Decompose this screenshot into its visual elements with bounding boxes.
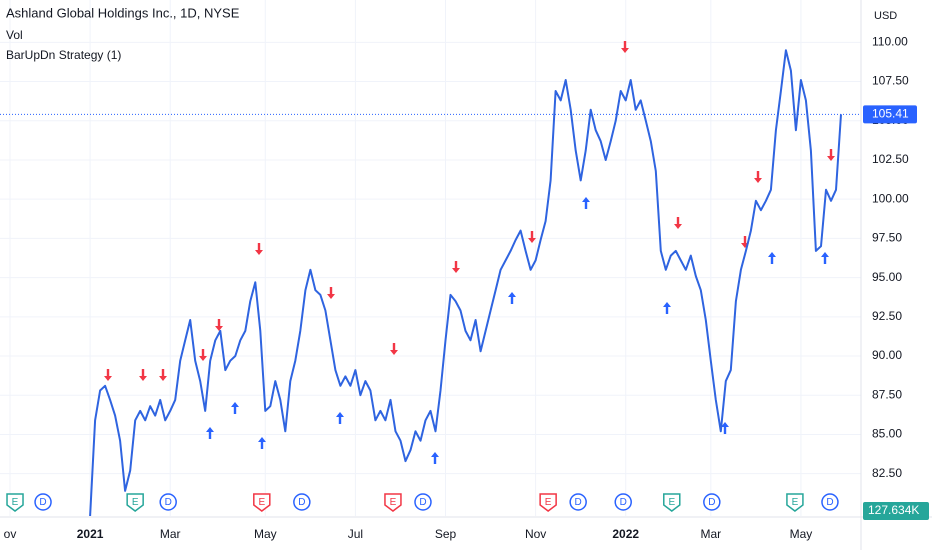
event-label: E [132,497,139,508]
event-label: E [390,497,397,508]
buy-signal [508,292,516,304]
y-tick-label: 102.50 [872,152,909,166]
event-label: D [708,497,715,508]
sell-signal [674,217,682,229]
buy-signal [431,452,439,464]
buy-signal [821,252,829,264]
sell-signal [255,243,263,255]
x-tick-label: Mar [700,527,721,541]
event-badge [126,493,144,512]
chart-title: Ashland Global Holdings Inc., 1D, NYSE [6,5,240,20]
event-badge [703,493,721,511]
price-line [89,49,842,517]
y-tick-label: 85.00 [872,427,902,441]
event-badge [614,493,632,511]
y-tick-label: 100.00 [872,191,909,205]
event-badge [159,493,177,511]
indicator-label: Vol [6,28,23,42]
event-badge [569,493,587,511]
event-label: E [258,497,265,508]
event-label: E [668,497,675,508]
event-label: E [792,497,799,508]
plot [89,49,842,517]
last-price-label: 105.41 [872,107,909,121]
buy-signal [231,402,239,414]
x-tick-label: Jul [348,527,363,541]
event-label: D [39,497,46,508]
sell-signal [159,369,167,381]
event-badge [663,493,681,512]
event-badge [539,493,557,512]
strategy-signals [104,41,835,464]
event-label: D [620,497,627,508]
event-badge [384,493,402,512]
event-label: E [545,497,552,508]
event-badge [34,493,52,511]
y-tick-label: 92.50 [872,309,902,323]
sell-signal [327,287,335,299]
event-label: D [575,497,582,508]
y-tick-label: 90.00 [872,348,902,362]
x-tick-label: 2022 [612,527,639,541]
indicator-label: BarUpDn Strategy (1) [6,48,121,62]
sell-signal [390,343,398,355]
sell-signal [528,231,536,243]
grid [0,0,861,516]
sell-signal [215,319,223,331]
y-tick-label: 97.50 [872,231,902,245]
event-label: D [298,497,305,508]
y-tick-label: 95.00 [872,270,902,284]
overlay: 82.50 85.00 87.50 90.00 92.50 95.00 97.50 100.0… [0,35,929,541]
event-badge [821,493,839,511]
x-tick-label: Sep [435,527,457,541]
sell-signal [827,149,835,161]
y-tick-label: 82.50 [872,466,902,480]
event-badge [6,493,24,512]
event-badge [253,493,271,512]
sell-signal [754,171,762,183]
y-tick-label: 87.50 [872,387,902,401]
event-label: D [165,497,172,508]
event-badge [786,493,804,512]
buy-signal [336,412,344,424]
x-tick-label: 2021 [77,527,104,541]
volume-box [863,502,929,520]
currency-label: USD [874,10,897,22]
sell-signal [139,369,147,381]
buy-signal [206,427,214,439]
event-label: E [12,497,19,508]
buy-signal [663,302,671,314]
event-badge [414,493,432,511]
sell-signal [452,261,460,273]
buy-signal [768,252,776,264]
event-label: D [826,497,833,508]
sell-signal [104,369,112,381]
sell-signal [199,349,207,361]
buy-signal [258,437,266,449]
last-price-box [863,105,917,124]
x-tick-label: May [254,527,277,541]
event-label: D [419,497,426,508]
x-tick-label: May [790,527,813,541]
x-tick-label: Nov [525,527,546,541]
y-tick-label: 107.50 [872,74,909,88]
x-tick-label: ov [4,527,17,541]
event-badge [293,493,311,511]
volume-label: 127.634K [868,503,919,517]
y-tick-label: 110.00 [872,35,908,49]
x-tick-label: Mar [160,527,181,541]
